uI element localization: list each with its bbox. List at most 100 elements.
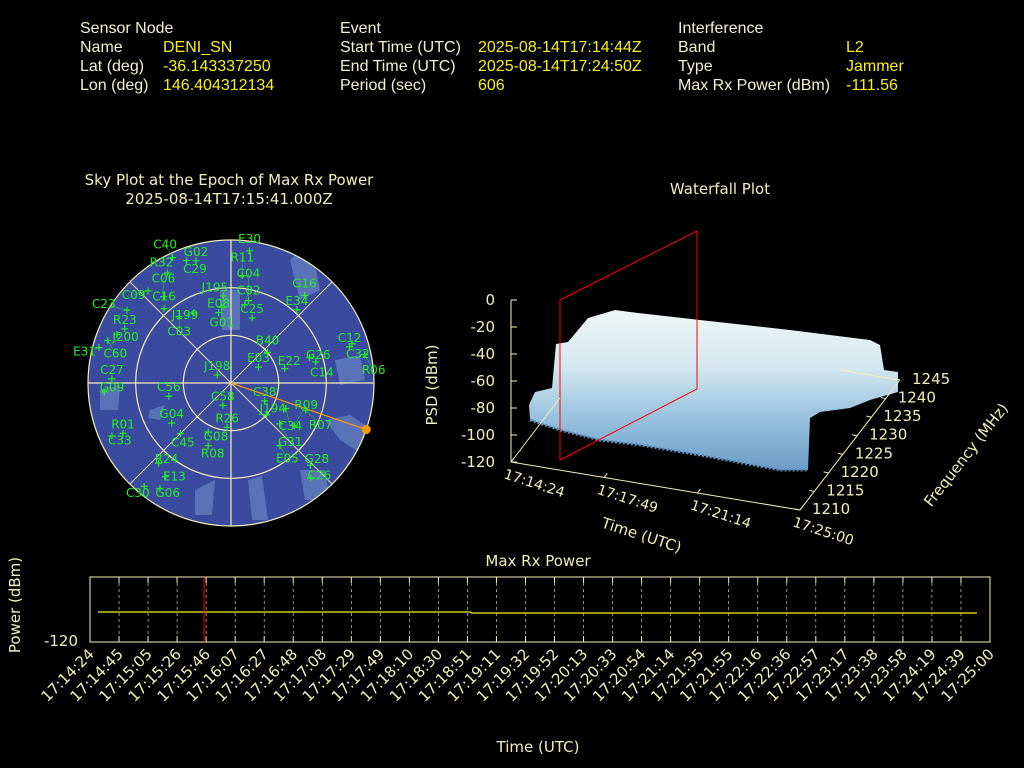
satellite-label: R09 bbox=[294, 398, 318, 412]
satellite-G06: G06 bbox=[155, 484, 180, 500]
sensor-node-heading: Sensor Node bbox=[80, 20, 174, 37]
power-x-axis-label: Time (UTC) bbox=[496, 738, 580, 756]
satellite-C34: C34 bbox=[279, 405, 303, 433]
satellite-marker bbox=[100, 388, 108, 396]
satellite-marker bbox=[156, 484, 164, 492]
frequency-tick-label: 1245 bbox=[912, 370, 950, 388]
waterfall-title: Waterfall Plot bbox=[669, 180, 771, 198]
satellite-R08: R08 bbox=[201, 442, 225, 461]
satellite-label: C06 bbox=[152, 272, 176, 286]
band-label: Band bbox=[678, 39, 716, 56]
satellite-E34: E34 bbox=[285, 294, 308, 314]
satellite-label: E34 bbox=[285, 294, 308, 308]
psd-tick-label: -80 bbox=[471, 399, 496, 417]
satellite-J194: J194 bbox=[259, 402, 286, 419]
frequency-tick-label: 1215 bbox=[826, 481, 864, 499]
satellite-marker bbox=[348, 340, 356, 348]
frequency-axis bbox=[799, 379, 901, 511]
satellite-label: C14 bbox=[310, 365, 334, 379]
satellite-label: R01 bbox=[111, 417, 135, 431]
satellite-label: G04 bbox=[159, 407, 184, 421]
start-time-label: Start Time (UTC) bbox=[340, 39, 461, 56]
satellite-marker bbox=[190, 309, 198, 317]
satellite-marker bbox=[165, 392, 173, 400]
frequency-tick-label: 1240 bbox=[898, 389, 936, 407]
satellite-label: R11 bbox=[230, 251, 254, 265]
satellite-R23: R23 bbox=[113, 313, 137, 333]
satellite-G26: G26 bbox=[306, 348, 331, 362]
satellite-label: C38 bbox=[253, 385, 277, 399]
satellite-marker bbox=[215, 309, 223, 317]
waterfall-time-tick-label: 17:21:14 bbox=[688, 498, 753, 533]
satellite-label: G31 bbox=[278, 435, 303, 449]
satellite-marker bbox=[182, 257, 190, 265]
satellite-label: R08 bbox=[201, 447, 225, 461]
satellite-marker bbox=[176, 430, 184, 438]
waterfall-time-tick-mark bbox=[799, 505, 804, 511]
satellite-label: E05 bbox=[276, 452, 299, 466]
satellite-label: R24 bbox=[155, 452, 179, 466]
back-right-edge bbox=[839, 369, 901, 381]
satellite-C03: C03 bbox=[167, 313, 191, 339]
satellite-label: J200 bbox=[111, 330, 138, 344]
satellite-marker bbox=[290, 422, 298, 430]
waterfall-time-tick-mark bbox=[603, 473, 608, 478]
satellite-label: G16 bbox=[292, 276, 317, 290]
satellite-E31: E31 bbox=[73, 344, 103, 359]
satellite-marker bbox=[262, 411, 270, 419]
satellite-label: C25 bbox=[240, 302, 264, 316]
satellite-leader-line bbox=[103, 303, 127, 311]
satellite-label: G08 bbox=[204, 429, 229, 443]
max-power-epoch-plane bbox=[559, 230, 698, 461]
satellite-C33: C33 bbox=[108, 432, 132, 447]
satellite-leader-line bbox=[133, 290, 149, 296]
power-y-tick: -120 bbox=[44, 632, 78, 650]
satellite-E30: E30 bbox=[238, 232, 261, 255]
satellite-leader-line bbox=[244, 290, 249, 305]
satellite-marker bbox=[246, 247, 254, 255]
satellite-marker bbox=[119, 429, 127, 437]
max-rx-power-value: -111.56 bbox=[846, 77, 898, 94]
satellite-label: R06 bbox=[362, 363, 386, 377]
frequency-axis-label: Frequency (MHz) bbox=[920, 400, 1012, 510]
waterfall-time-tick-mark bbox=[510, 457, 515, 463]
psd-tick-label: -40 bbox=[471, 345, 496, 363]
satellite-label: C09 bbox=[122, 288, 146, 302]
satellite-label: C56 bbox=[157, 380, 181, 394]
satellite-marker bbox=[219, 292, 227, 300]
waterfall-time-tick-label: 17:17:49 bbox=[595, 482, 660, 517]
satellite-marker bbox=[121, 325, 129, 333]
waterfall-surface bbox=[529, 310, 898, 470]
satellite-R06: R06 bbox=[361, 351, 385, 377]
frequency-tick-mark bbox=[794, 508, 801, 511]
satellite-marker bbox=[301, 291, 309, 299]
satellite-leader-line bbox=[164, 244, 173, 258]
satellite-label: E22 bbox=[278, 354, 301, 368]
satellite-label: C45 bbox=[171, 435, 195, 449]
psd-tick-label: -60 bbox=[471, 372, 496, 390]
lat-value: -36.143337250 bbox=[163, 58, 271, 75]
satellite-marker bbox=[261, 397, 269, 405]
satellite-label: C12 bbox=[338, 331, 362, 345]
power-plot-frame bbox=[89, 576, 991, 643]
satellite-R07: R07 bbox=[302, 406, 332, 432]
lat-label: Lat (deg) bbox=[80, 58, 145, 75]
satellite-E22: E22 bbox=[278, 354, 301, 373]
satellite-C27: C27 bbox=[100, 363, 124, 383]
satellite-label: C34 bbox=[279, 419, 303, 433]
start-time-value: 2025-08-14T17:14:44Z bbox=[478, 39, 642, 56]
satellite-C32: C32 bbox=[346, 340, 370, 361]
satellite-marker bbox=[361, 351, 369, 359]
satellite-leader-line bbox=[285, 408, 291, 426]
satellite-label: R32 bbox=[150, 256, 174, 270]
satellite-R09: R09 bbox=[290, 398, 318, 430]
satellite-marker bbox=[213, 371, 221, 379]
satellite-marker bbox=[281, 365, 289, 373]
psd-axis-label: PSD (dBm) bbox=[423, 344, 441, 425]
satellite-leader-line bbox=[279, 445, 288, 459]
satellite-marker bbox=[155, 459, 163, 467]
power-y-axis-label: Power (dBm) bbox=[6, 557, 24, 653]
event-panel: Event Start Time (UTC) 2025-08-14T17:14:4… bbox=[340, 19, 642, 95]
waterfall-time-tick-mark bbox=[697, 488, 701, 494]
jammer-direction-marker bbox=[361, 425, 371, 435]
